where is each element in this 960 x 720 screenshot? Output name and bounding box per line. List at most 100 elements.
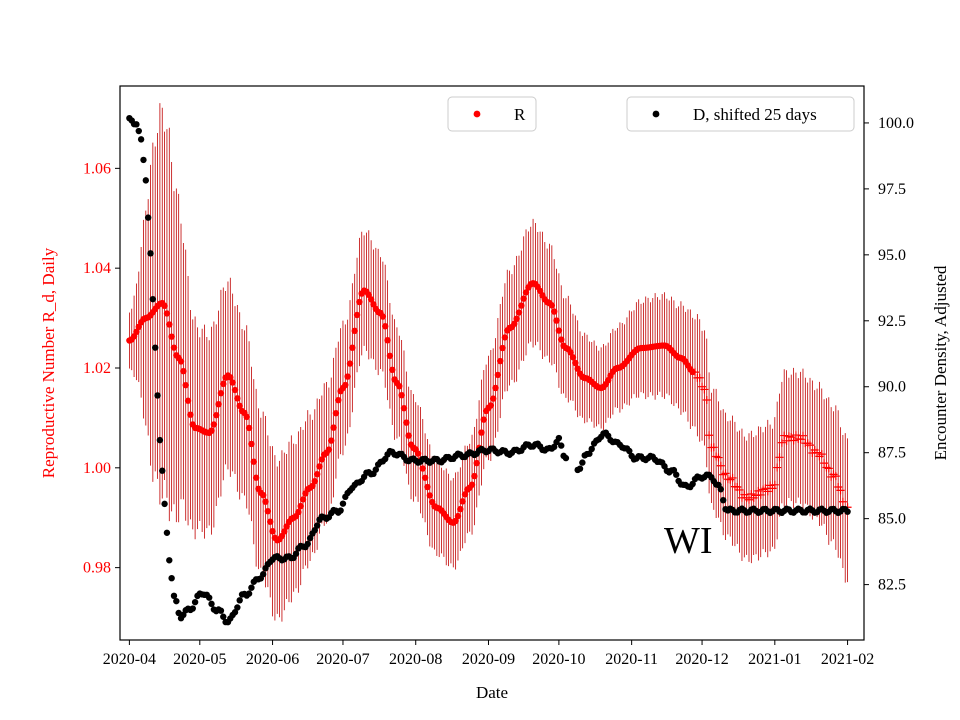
d-point — [161, 500, 168, 508]
r-point — [161, 302, 168, 310]
legend-d-box — [626, 96, 855, 132]
x-tick-label-0: 2020-04 — [103, 651, 156, 668]
d-point — [149, 295, 157, 303]
r-point — [403, 419, 410, 426]
d-point — [550, 443, 558, 451]
d-point — [673, 471, 680, 478]
d-point — [626, 447, 633, 455]
legend-d-marker — [652, 110, 660, 118]
r-point — [780, 431, 789, 440]
d-point — [231, 609, 239, 616]
d-point — [147, 250, 154, 257]
r-point — [471, 472, 478, 480]
r-point — [250, 458, 257, 465]
r-point — [262, 498, 269, 505]
r-point — [299, 496, 307, 503]
r-point — [133, 328, 140, 336]
r-point — [457, 505, 464, 513]
r-point — [379, 313, 387, 320]
r-point — [208, 427, 215, 434]
r-point — [313, 470, 321, 478]
d-point — [144, 214, 152, 221]
r-point — [309, 482, 316, 490]
x-tick-label-6: 2020-10 — [532, 651, 585, 668]
d-point — [170, 592, 178, 600]
d-point — [558, 442, 565, 449]
r-point — [728, 473, 737, 482]
d-point — [339, 500, 347, 507]
r-point — [297, 502, 304, 510]
r-point — [231, 386, 239, 394]
d-point — [168, 574, 175, 582]
r-point — [234, 395, 241, 402]
x-tick-label-1: 2020-05 — [173, 651, 226, 668]
d-point — [337, 507, 344, 514]
r-series — [126, 279, 852, 544]
d-point — [191, 598, 199, 606]
r-point — [170, 344, 178, 351]
d-point — [588, 445, 595, 453]
r-point — [574, 365, 581, 372]
r-point — [691, 368, 700, 377]
r-point — [756, 490, 765, 499]
r-point — [461, 491, 469, 498]
d-point — [576, 465, 584, 472]
r-point — [335, 396, 342, 404]
right-tick-label-7: 100.0 — [878, 115, 914, 132]
r-point — [264, 507, 272, 515]
d-point — [844, 508, 851, 515]
r-point — [180, 367, 187, 375]
d-point — [245, 590, 253, 597]
d-point — [372, 466, 380, 473]
r-point — [459, 498, 466, 505]
d-point — [562, 454, 570, 462]
right-tick-label-3: 90.0 — [878, 379, 906, 396]
right-tick-label-1: 85.0 — [878, 511, 906, 528]
d-point — [135, 127, 142, 135]
r-point — [497, 357, 504, 365]
r-point — [824, 464, 833, 473]
d-point — [234, 604, 241, 611]
r-point — [325, 446, 333, 453]
d-point — [579, 459, 586, 466]
r-point — [702, 395, 711, 404]
right-tick-label-4: 92.5 — [878, 313, 906, 330]
left-tick-label-4: 1.06 — [83, 160, 111, 177]
d-point — [717, 486, 725, 493]
right-y-axis-label: Encounter Density, Adjusted — [931, 265, 950, 460]
r-point — [168, 333, 175, 340]
r-point — [494, 371, 502, 379]
r-point — [754, 486, 763, 495]
x-tick-label-4: 2020-08 — [389, 651, 442, 668]
r-point — [520, 295, 527, 302]
r-point — [489, 395, 497, 402]
r-point — [342, 381, 349, 389]
d-point — [142, 177, 150, 184]
r-point — [184, 397, 192, 404]
d-point — [137, 136, 145, 143]
x-tick-label-10: 2021-02 — [821, 651, 874, 668]
r-point — [705, 431, 714, 440]
r-point — [248, 440, 255, 448]
d-point — [292, 550, 300, 557]
x-tick-label-2: 2020-06 — [246, 651, 299, 668]
r-point — [518, 302, 525, 309]
r-point — [426, 492, 434, 499]
r-point — [236, 402, 243, 410]
r-point — [501, 334, 509, 341]
r-point — [405, 432, 412, 439]
x-tick-label-9: 2021-01 — [748, 651, 801, 668]
legend-r: R — [447, 96, 537, 132]
r-point — [252, 474, 260, 481]
r-point — [229, 379, 236, 386]
r-point — [789, 436, 798, 445]
r-point — [318, 456, 326, 463]
right-tick-label-2: 87.5 — [878, 445, 906, 462]
plot-frame — [119, 85, 865, 641]
r-point — [384, 337, 391, 344]
r-point — [398, 391, 405, 399]
r-point — [166, 321, 173, 328]
r-point — [217, 389, 225, 397]
r-point — [820, 459, 829, 468]
r-point — [311, 477, 319, 485]
